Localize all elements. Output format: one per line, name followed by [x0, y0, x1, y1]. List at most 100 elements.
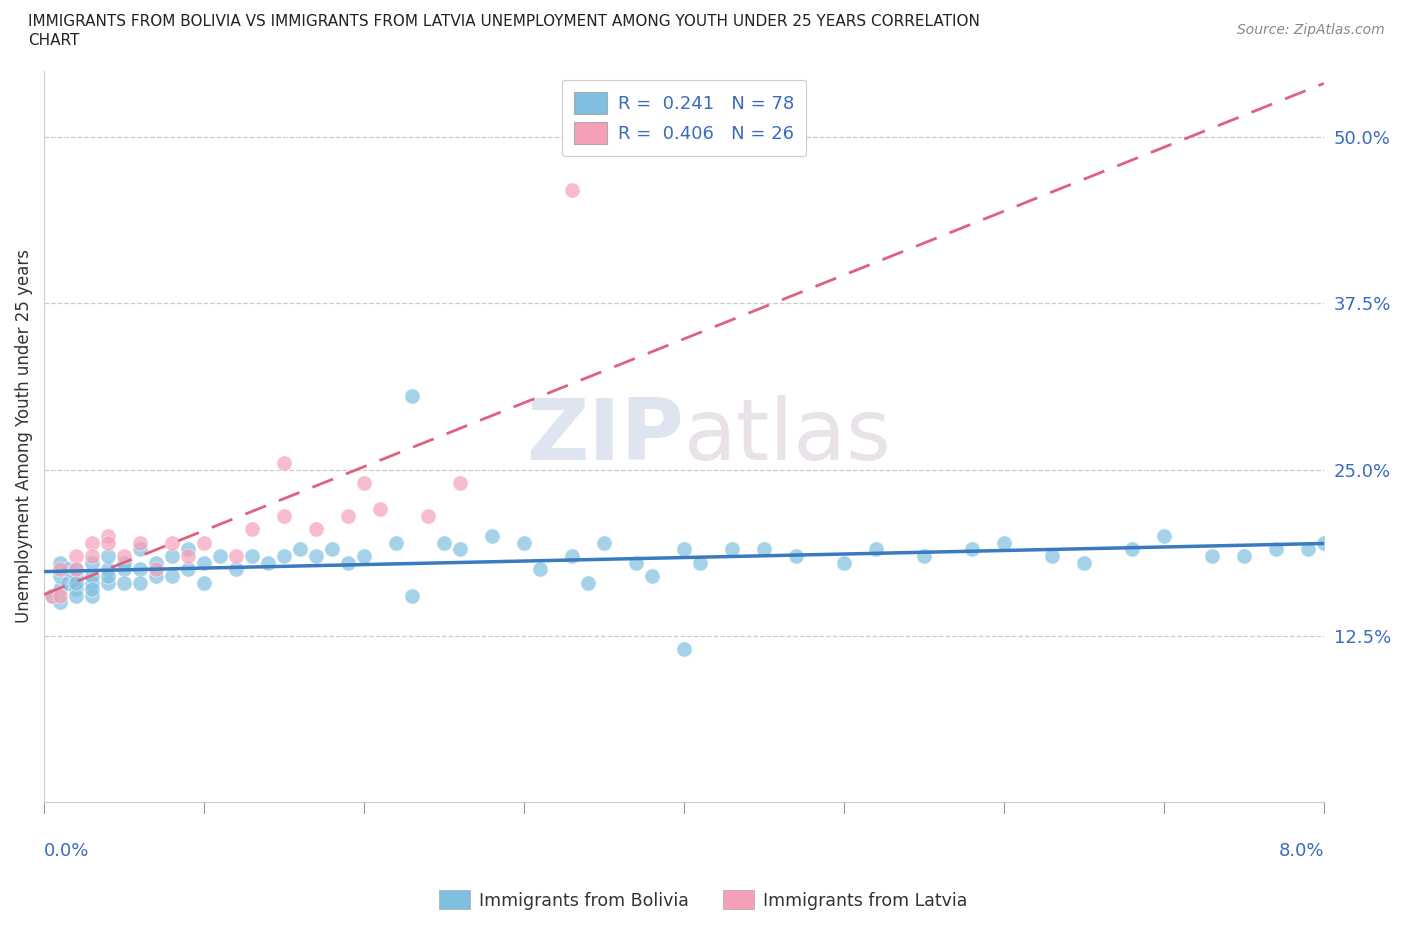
Point: [193, 555, 215, 570]
Legend: R =  0.241   N = 78, R =  0.406   N = 26: R = 0.241 N = 78, R = 0.406 N = 26: [561, 80, 807, 156]
Point: [82, 582, 104, 597]
Point: [1073, 555, 1095, 570]
Point: [49, 568, 72, 583]
Point: [82, 555, 104, 570]
Point: [305, 522, 328, 537]
Text: IMMIGRANTS FROM BOLIVIA VS IMMIGRANTS FROM LATVIA UNEMPLOYMENT AMONG YOUTH UNDER: IMMIGRANTS FROM BOLIVIA VS IMMIGRANTS FR…: [28, 14, 980, 29]
Y-axis label: Unemployment Among Youth under 25 years: Unemployment Among Youth under 25 years: [15, 249, 32, 623]
Point: [368, 502, 391, 517]
Point: [112, 555, 135, 570]
Point: [97, 568, 120, 583]
Point: [1264, 542, 1286, 557]
Point: [129, 535, 152, 550]
Point: [145, 568, 167, 583]
Point: [529, 562, 551, 577]
Point: [82, 535, 104, 550]
Point: [353, 549, 375, 564]
Point: [481, 528, 503, 543]
Point: [65, 575, 87, 590]
Point: [65, 562, 87, 577]
Point: [785, 549, 807, 564]
Point: [624, 555, 647, 570]
Point: [433, 535, 456, 550]
Point: [273, 509, 295, 524]
Point: [177, 542, 200, 557]
Point: [721, 542, 744, 557]
Point: [129, 542, 152, 557]
Point: [56, 575, 79, 590]
Point: [1233, 549, 1256, 564]
Text: 8.0%: 8.0%: [1278, 842, 1324, 860]
Point: [1121, 542, 1143, 557]
Point: [225, 549, 247, 564]
Point: [177, 549, 200, 564]
Point: [49, 595, 72, 610]
Point: [65, 568, 87, 583]
Point: [337, 555, 360, 570]
Point: [561, 549, 583, 564]
Point: [82, 575, 104, 590]
Point: [1296, 542, 1319, 557]
Point: [513, 535, 536, 550]
Point: [672, 642, 695, 657]
Point: [993, 535, 1015, 550]
Point: [82, 549, 104, 564]
Point: [112, 575, 135, 590]
Point: [160, 549, 183, 564]
Point: [257, 555, 280, 570]
Point: [160, 568, 183, 583]
Point: [65, 589, 87, 604]
Point: [561, 183, 583, 198]
Point: [576, 575, 599, 590]
Point: [1201, 549, 1223, 564]
Point: [593, 535, 616, 550]
Text: 0.0%: 0.0%: [44, 842, 90, 860]
Point: [145, 562, 167, 577]
Point: [65, 549, 87, 564]
Point: [353, 475, 375, 490]
Point: [112, 549, 135, 564]
Point: [672, 542, 695, 557]
Point: [145, 555, 167, 570]
Point: [193, 535, 215, 550]
Point: [65, 582, 87, 597]
Point: [240, 549, 263, 564]
Point: [1313, 535, 1336, 550]
Point: [129, 575, 152, 590]
Point: [41, 589, 63, 604]
Legend: Immigrants from Bolivia, Immigrants from Latvia: Immigrants from Bolivia, Immigrants from…: [432, 884, 974, 917]
Point: [129, 562, 152, 577]
Point: [689, 555, 711, 570]
Point: [97, 549, 120, 564]
Point: [49, 555, 72, 570]
Point: [321, 542, 343, 557]
Point: [209, 549, 232, 564]
Text: CHART: CHART: [28, 33, 80, 47]
Point: [97, 528, 120, 543]
Point: [449, 542, 471, 557]
Point: [416, 509, 439, 524]
Point: [49, 562, 72, 577]
Point: [912, 549, 935, 564]
Point: [865, 542, 887, 557]
Point: [97, 535, 120, 550]
Point: [56, 562, 79, 577]
Point: [240, 522, 263, 537]
Point: [305, 549, 328, 564]
Point: [449, 475, 471, 490]
Point: [97, 575, 120, 590]
Point: [401, 589, 423, 604]
Point: [960, 542, 983, 557]
Point: [641, 568, 664, 583]
Point: [177, 562, 200, 577]
Text: atlas: atlas: [683, 395, 891, 478]
Point: [273, 549, 295, 564]
Text: ZIP: ZIP: [526, 395, 683, 478]
Point: [82, 589, 104, 604]
Point: [752, 542, 775, 557]
Point: [97, 562, 120, 577]
Point: [832, 555, 855, 570]
Point: [49, 589, 72, 604]
Point: [49, 582, 72, 597]
Point: [82, 568, 104, 583]
